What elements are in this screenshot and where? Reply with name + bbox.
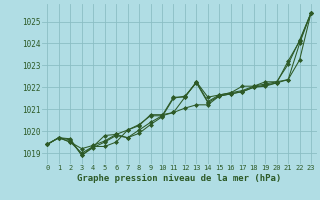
- X-axis label: Graphe pression niveau de la mer (hPa): Graphe pression niveau de la mer (hPa): [77, 174, 281, 183]
